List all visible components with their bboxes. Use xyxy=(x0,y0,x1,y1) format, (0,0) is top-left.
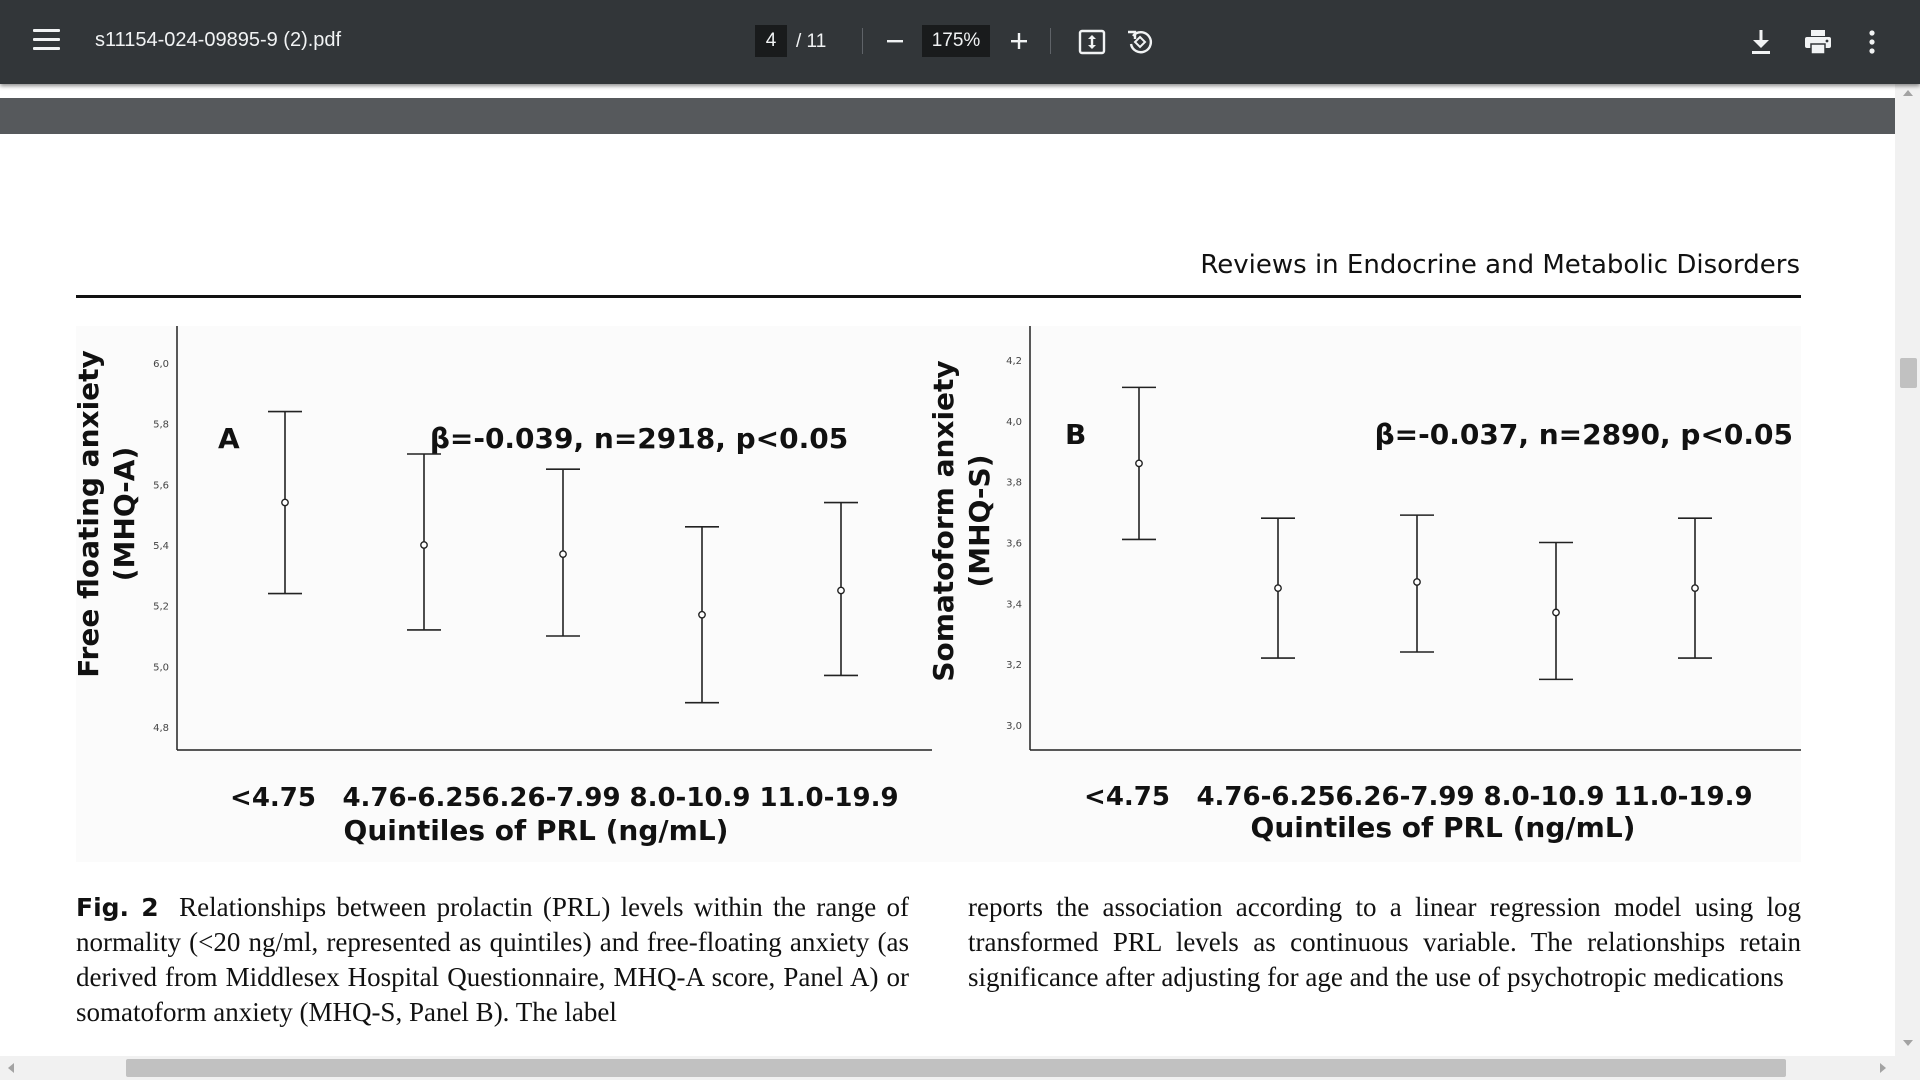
y-axis-title: Somatoform anxiety(MHQ-S) xyxy=(932,360,996,681)
zoom-level-input[interactable] xyxy=(922,25,990,57)
scroll-left-arrow-icon[interactable] xyxy=(8,1063,14,1073)
mean-point xyxy=(1135,459,1143,468)
y-tick-label: 3,0 xyxy=(1006,721,1022,732)
y-tick-label: 5,2 xyxy=(153,602,169,613)
y-axis-title-line: Somatoform anxiety xyxy=(932,360,960,681)
chart-b-svg: B β=-0.037, n=2890, p<0.05 Quintiles of … xyxy=(927,326,1801,844)
chart-panel-a: A β=-0.039, n=2918, p<0.05 Quintiles of … xyxy=(72,326,948,862)
x-tick-label: 8.0-10.9 xyxy=(1484,782,1605,812)
x-tick-label: <4.75 xyxy=(230,783,316,813)
vertical-scroll-thumb[interactable] xyxy=(1900,358,1917,388)
x-tick-label: 6.26-7.99 xyxy=(481,783,620,813)
mean-point xyxy=(1691,584,1699,593)
y-tick-label: 3,4 xyxy=(1006,599,1022,610)
mean-point xyxy=(1274,584,1282,593)
mean-point xyxy=(559,550,567,559)
header-rule xyxy=(76,295,1801,298)
menu-icon[interactable] xyxy=(33,29,60,53)
scroll-up-arrow-icon[interactable] xyxy=(1903,90,1913,96)
y-tick-label: 5,4 xyxy=(153,541,169,552)
chart-a-marks: 6,0 5,8 5,6 5,4 5,2 5,0 4,8 Free floating anxie… xyxy=(72,350,899,813)
y-tick-label: 5,0 xyxy=(153,662,169,673)
mean-point xyxy=(1552,608,1560,617)
chart-panel-b: B β=-0.037, n=2890, p<0.05 Quintiles of … xyxy=(927,326,1801,862)
y-tick-label: 3,6 xyxy=(1006,539,1022,550)
x-tick-label: <4.75 xyxy=(1084,782,1170,812)
y-axis-title-line: (MHQ-A) xyxy=(108,447,141,582)
more-options-icon[interactable] xyxy=(1862,28,1882,56)
figure-caption-left: Fig. 2 Relationships between prolactin (… xyxy=(76,890,909,1030)
pdf-toolbar: s11154-024-09895-9 (2).pdf / 11 xyxy=(0,0,1920,84)
mean-point xyxy=(837,586,845,595)
x-tick-label: 8.0-10.9 xyxy=(630,783,751,813)
figure-caption-right: reports the association according to a l… xyxy=(968,892,1801,992)
caption-label: Fig. 2 xyxy=(76,893,159,922)
zoom-in-icon[interactable] xyxy=(1006,28,1032,54)
mean-point xyxy=(1413,578,1421,586)
y-tick-label: 4,0 xyxy=(1006,417,1022,428)
x-axis-title: Quintiles of PRL (ng/mL) xyxy=(344,814,729,847)
x-tick-label: 4.76-6.25 xyxy=(1196,782,1335,812)
x-tick-label: 11.0-19.9 xyxy=(1613,782,1752,812)
x-tick-label: 11.0-19.9 xyxy=(759,783,898,813)
y-tick-label: 3,8 xyxy=(1006,478,1022,489)
mean-point xyxy=(281,498,289,507)
y-axis-title-line: Free floating anxiety xyxy=(76,350,105,678)
chart-b-marks: 4,2 4,0 3,8 3,6 3,4 3,2 3,0 Somatoform anxiety(… xyxy=(927,356,1753,812)
y-tick-label: 4,8 xyxy=(153,723,169,734)
vertical-scrollbar[interactable] xyxy=(1895,84,1920,1056)
x-axis-title: Quintiles of PRL (ng/mL) xyxy=(1251,811,1636,844)
stat-annotation: β=-0.037, n=2890, p<0.05 xyxy=(1375,418,1793,451)
zoom-out-icon[interactable] xyxy=(882,28,908,54)
document-title: s11154-024-09895-9 (2).pdf xyxy=(95,29,342,51)
y-tick-label: 4,2 xyxy=(1006,356,1022,367)
mean-point xyxy=(420,541,428,549)
panel-label: A xyxy=(218,422,240,455)
page-gap-band xyxy=(0,98,1895,134)
scroll-down-arrow-icon[interactable] xyxy=(1903,1040,1913,1046)
caption-text-left: Relationships between prolactin (PRL) le… xyxy=(76,892,909,1027)
page-number-input[interactable] xyxy=(755,25,787,57)
y-axis-title: Free floating anxiety(MHQ-A) xyxy=(76,350,141,678)
scroll-right-arrow-icon[interactable] xyxy=(1880,1063,1886,1073)
x-tick-label: 4.76-6.25 xyxy=(342,783,481,813)
horizontal-scroll-thumb[interactable] xyxy=(126,1059,1786,1077)
panel-label: B xyxy=(1065,418,1086,451)
page-total: / 11 xyxy=(796,31,827,52)
y-tick-label: 5,6 xyxy=(153,480,169,491)
y-axis-title-line: (MHQ-S) xyxy=(963,455,996,588)
y-tick-label: 5,8 xyxy=(153,420,169,431)
mean-point xyxy=(698,610,706,619)
chart-a-svg: A β=-0.039, n=2918, p<0.05 Quintiles of … xyxy=(72,326,946,847)
download-icon[interactable] xyxy=(1748,28,1774,56)
x-tick-label: 6.26-7.99 xyxy=(1335,782,1474,812)
toolbar-divider xyxy=(1050,28,1051,54)
fit-to-page-icon[interactable] xyxy=(1078,29,1106,55)
y-tick-label: 3,2 xyxy=(1006,660,1022,671)
running-head: Reviews in Endocrine and Metabolic Disor… xyxy=(1200,250,1800,280)
print-icon[interactable] xyxy=(1803,29,1833,55)
rotate-icon[interactable] xyxy=(1126,28,1154,56)
toolbar-divider xyxy=(862,28,863,54)
stat-annotation: β=-0.039, n=2918, p<0.05 xyxy=(430,422,848,455)
horizontal-scrollbar[interactable] xyxy=(0,1056,1920,1080)
pdf-viewer[interactable]: Reviews in Endocrine and Metabolic Disor… xyxy=(0,84,1895,1056)
y-tick-label: 6,0 xyxy=(153,359,169,370)
